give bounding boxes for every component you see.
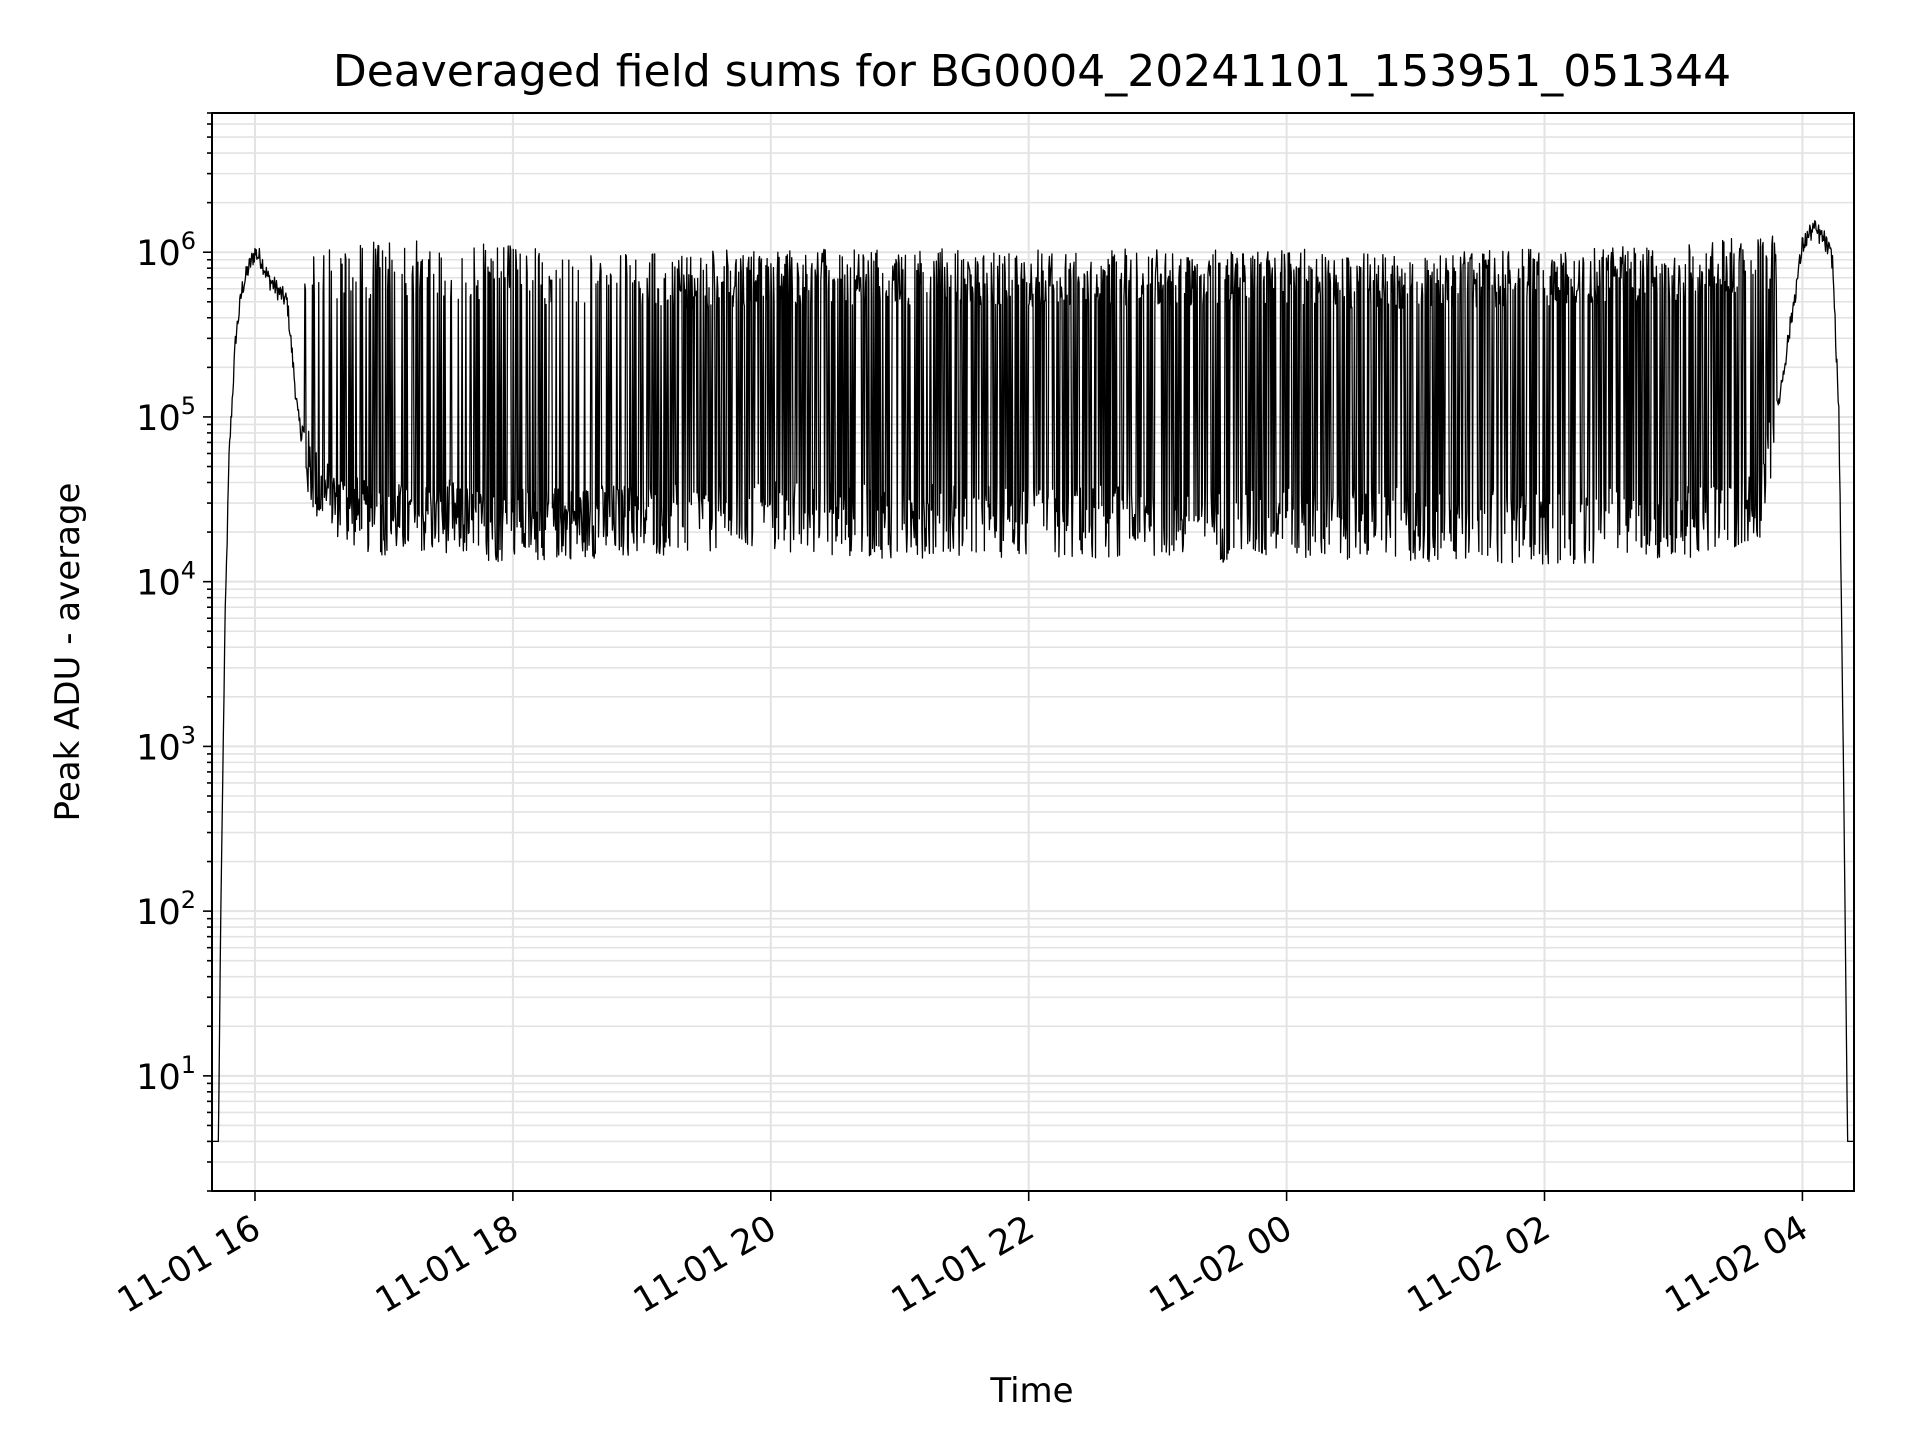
- x-tick-label: 11-02 00: [1143, 1208, 1299, 1321]
- x-tick-label: 11-01 20: [627, 1208, 783, 1321]
- x-tick-label: 11-01 16: [111, 1208, 267, 1321]
- x-tick-label: 11-01 18: [369, 1208, 525, 1321]
- data-area: [211, 220, 1855, 1143]
- y-tick-label: 106: [136, 227, 196, 274]
- x-tick-label: 11-02 02: [1401, 1208, 1557, 1321]
- x-axis-label: Time: [989, 1371, 1073, 1411]
- x-axis-ticks: 11-01 16 11-01 18 11-01 20 11-01 22 11-02 00…: [111, 1191, 1815, 1321]
- grid-lines: [212, 112, 1854, 1192]
- y-axis-label: Peak ADU - average: [48, 483, 88, 822]
- chart-title: Deaveraged field sums for BG0004_2024110…: [333, 46, 1731, 97]
- y-tick-label: 102: [136, 886, 196, 933]
- y-tick-label: 101: [136, 1051, 196, 1098]
- y-tick-label: 103: [136, 721, 196, 768]
- y-tick-label: 104: [136, 557, 196, 604]
- series-line: [211, 220, 1855, 1143]
- x-tick-label: 11-02 04: [1659, 1208, 1815, 1321]
- plot-frame: [211, 112, 1855, 1192]
- y-tick-label: 105: [136, 392, 196, 439]
- x-tick-label: 11-01 22: [885, 1208, 1041, 1321]
- y-axis-ticks: 101 102 103 104 105 106: [136, 112, 212, 1192]
